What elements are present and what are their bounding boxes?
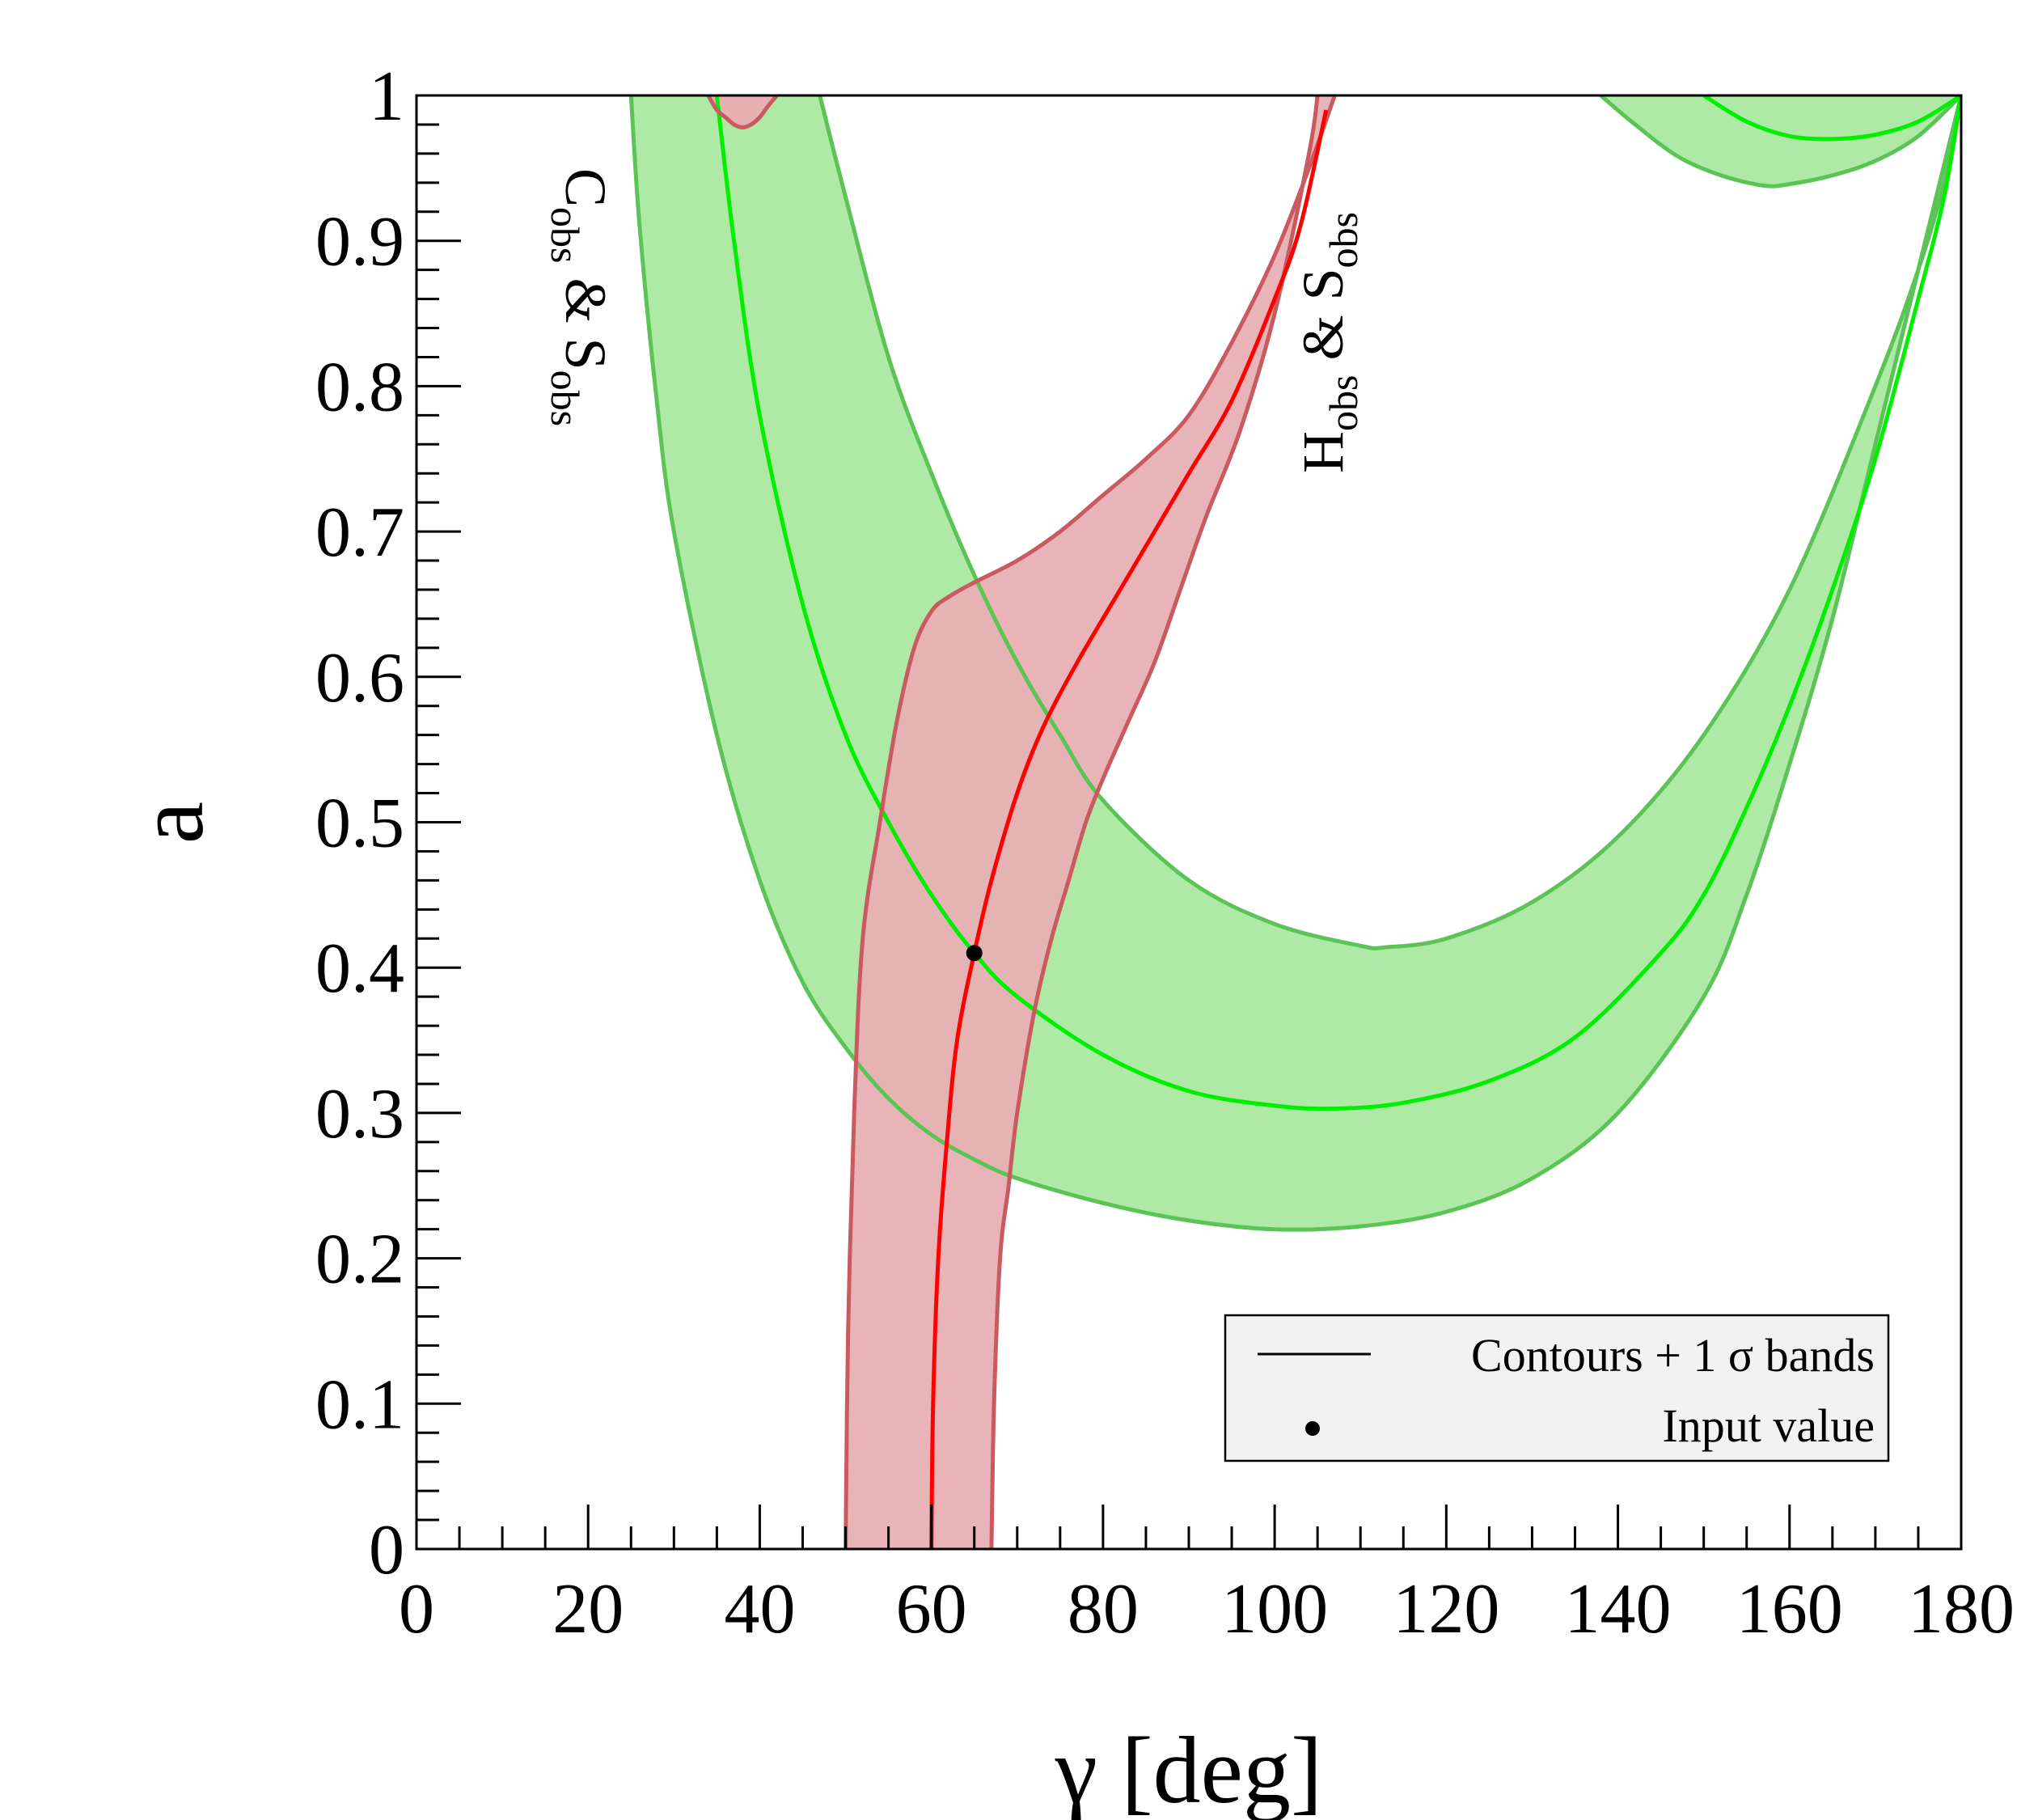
y-tick-label: 0.9 xyxy=(315,203,404,281)
x-tick-label: 140 xyxy=(1565,1570,1672,1649)
y-tick-label: 0.2 xyxy=(315,1221,404,1299)
hs-label-s: S xyxy=(1291,268,1355,300)
hs-band-label: Hobs & Sobs xyxy=(1291,212,1366,473)
x-tick-label: 60 xyxy=(896,1570,967,1649)
cs-central-line-top-right xyxy=(1702,95,1961,142)
hs-band-island-edge xyxy=(706,95,779,130)
cs-label-s: S xyxy=(553,338,618,370)
y-tick-label: 0.3 xyxy=(315,1075,404,1153)
cs-band-top-right-lower-edge xyxy=(1599,95,1961,188)
legend-input-label: Input value xyxy=(1662,1399,1875,1452)
hs-band-island-fill xyxy=(708,95,777,128)
axis-ticks xyxy=(415,94,1963,1551)
cs-label-s-sub: obs xyxy=(543,370,588,426)
cs-band-label: Cobs & Sobs xyxy=(543,168,618,426)
x-tick-label: 0 xyxy=(399,1570,434,1649)
x-tick-label: 20 xyxy=(552,1570,624,1649)
x-tick-label: 80 xyxy=(1068,1570,1139,1649)
hs-band-lower-edge xyxy=(989,95,1320,1549)
y-tick-label: 0.5 xyxy=(315,785,404,863)
legend-contours-label: Contours + 1 σ bands xyxy=(1471,1329,1875,1382)
y-tick-label: 0.4 xyxy=(315,929,404,1008)
legend: Contours + 1 σ bands Input value xyxy=(1224,1314,1890,1462)
y-tick-label: 0 xyxy=(369,1511,404,1589)
x-tick-label: 180 xyxy=(1908,1570,2015,1649)
x-tick-label: 120 xyxy=(1393,1570,1499,1649)
input-value-point xyxy=(966,945,983,962)
y-axis-title: a xyxy=(117,802,223,844)
cs-central-line xyxy=(714,95,1961,1111)
y-tick-label: 0.6 xyxy=(315,639,404,717)
x-tick-label: 100 xyxy=(1221,1570,1328,1649)
cs-label-amp: & xyxy=(553,264,618,338)
hs-band-upper-edge xyxy=(844,95,1337,1549)
axis-tick-labels: 0 20 40 60 80 100 120 140 160 180 0 0.1 0.2 0.3 0.4 0.5… xyxy=(315,57,2015,1649)
hs-band-fill xyxy=(845,95,1335,1549)
legend-box xyxy=(1224,1314,1890,1462)
cs-label-c: C xyxy=(553,168,618,207)
hs-label-h-sub: obs xyxy=(1321,375,1366,431)
x-axis-title: γ [deg] xyxy=(1055,1717,1323,1820)
hs-label-amp: & xyxy=(1291,301,1355,375)
hs-label-s-sub: obs xyxy=(1321,212,1366,268)
cs-label-c-sub: obs xyxy=(543,207,588,263)
y-tick-label: 1 xyxy=(369,57,404,136)
legend-point-swatch xyxy=(1305,1421,1320,1436)
y-tick-label: 0.7 xyxy=(315,493,404,572)
hs-central-line xyxy=(929,109,1329,1549)
x-tick-label: 160 xyxy=(1736,1570,1843,1649)
hs-label-h: H xyxy=(1291,431,1355,473)
cs-band-upper-edge xyxy=(818,95,1961,950)
x-tick-label: 40 xyxy=(724,1570,795,1649)
y-tick-label: 0.1 xyxy=(315,1365,404,1444)
y-tick-label: 0.8 xyxy=(315,348,404,426)
cs-band-lower-edge xyxy=(628,95,1961,1232)
cs-band-fill-top-right xyxy=(1600,95,1961,187)
plot-area xyxy=(628,95,1961,1549)
